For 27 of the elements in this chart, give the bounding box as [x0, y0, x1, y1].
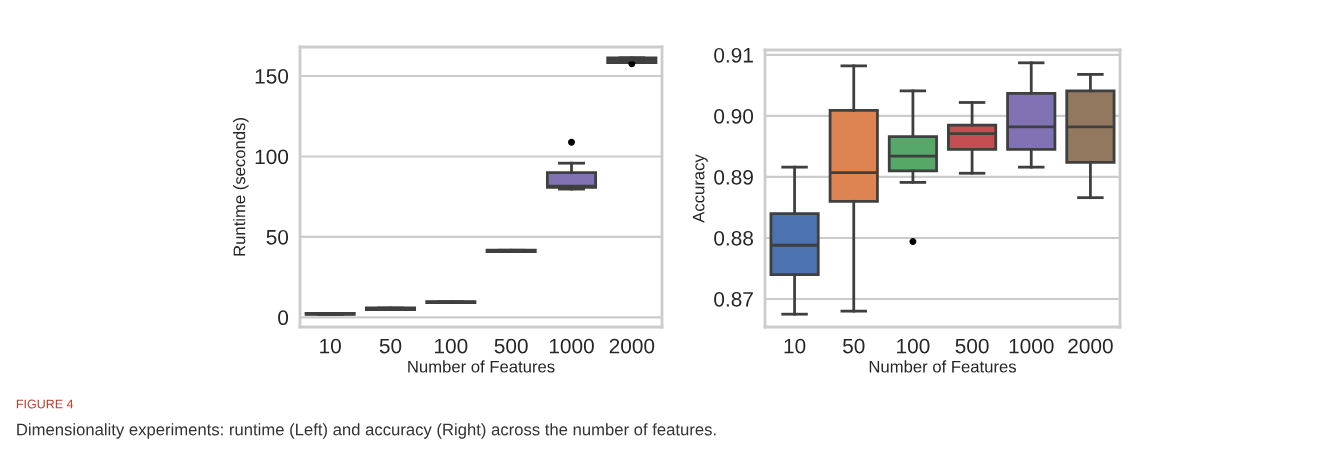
- y-tick-label: 150: [255, 68, 289, 84]
- x-tick-label: 500: [494, 338, 528, 354]
- y-tick-label: 100: [255, 149, 289, 165]
- y-axis-title: Accuracy: [692, 154, 708, 223]
- x-tick-label: 50: [379, 338, 402, 354]
- x-axis-title: Number of Features: [408, 360, 555, 373]
- y-tick-label: 0.89: [714, 169, 753, 185]
- y-tick-label: 0.90: [714, 108, 754, 124]
- y-tick-label: 0.88: [714, 230, 753, 246]
- x-axis-title: Number of Features: [869, 360, 1017, 373]
- x-tick-label: 2000: [609, 338, 655, 354]
- y-tick-label: 0: [278, 310, 289, 326]
- x-tick-label: 10: [784, 338, 806, 354]
- x-tick-label: 100: [435, 338, 468, 354]
- y-tick-label: 0.91: [714, 47, 753, 63]
- y-axis-title: Runtime (seconds): [233, 118, 249, 256]
- x-tick-label: 500: [955, 338, 989, 354]
- y-tick-label: 0.87: [714, 291, 753, 307]
- x-tick-label: 1000: [1009, 338, 1054, 354]
- y-tick-label: 50: [266, 229, 289, 245]
- x-tick-label: 100: [897, 338, 930, 354]
- x-tick-label: 50: [843, 338, 865, 354]
- caption: FIGURE 4: [16, 399, 74, 409]
- x-tick-label: 1000: [549, 338, 594, 354]
- text: Dimensionality experiments: runtime (Left) and accuracy (Right) across the number of features.: [17, 423, 716, 439]
- x-tick-label: 2000: [1068, 338, 1113, 354]
- x-tick-label: 10: [320, 338, 341, 354]
